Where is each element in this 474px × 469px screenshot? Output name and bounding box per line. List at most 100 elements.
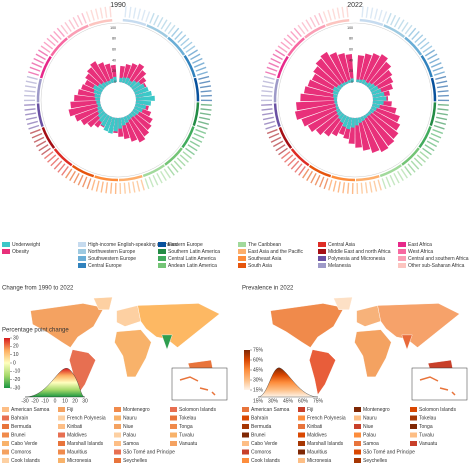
bar (370, 106, 400, 123)
bar (342, 82, 346, 86)
island-swatch (114, 441, 121, 446)
legend-swatch (238, 249, 246, 254)
country-label-line (262, 112, 274, 116)
country-label-line (53, 160, 63, 170)
bar (315, 110, 343, 136)
bar (135, 95, 155, 101)
legend-label: East Asia and the Pacific (248, 249, 304, 255)
scale-tick-label: -10 (13, 369, 20, 375)
radial-tick-label: 80 (349, 37, 353, 41)
region-arc (193, 77, 200, 102)
scale-tick-label: 20 (13, 344, 19, 350)
bar (367, 110, 372, 116)
country-label-line (369, 7, 374, 19)
country-label-line (177, 34, 187, 43)
bar (127, 63, 145, 86)
legend-swatch (238, 263, 246, 268)
legend-label: East Africa (408, 242, 432, 248)
country-label-line (432, 66, 444, 72)
country-region (137, 303, 220, 348)
legend-swatch (318, 263, 326, 268)
island-label: American Samoa (251, 407, 290, 413)
region-arc (273, 103, 281, 127)
country-label-line (167, 24, 176, 35)
region-arc (88, 18, 113, 27)
country-label-line (24, 85, 37, 89)
country-label-line (49, 34, 59, 43)
scale-tick-label: 30% (268, 398, 279, 404)
island-swatch (242, 441, 249, 446)
bar (131, 81, 141, 90)
country-label-line (53, 30, 62, 40)
bar (367, 110, 399, 139)
country-label-line (414, 34, 424, 43)
bar (303, 86, 338, 98)
island-swatch (58, 449, 65, 455)
bar (95, 97, 101, 101)
country-label-line (64, 21, 72, 32)
country-label-line (132, 7, 137, 19)
country-label-line (25, 112, 37, 116)
country-label-line (293, 27, 302, 38)
region-arc (278, 127, 293, 149)
island-swatch (2, 424, 9, 429)
country-label-line (38, 49, 49, 57)
region-arc (41, 127, 56, 149)
island-swatch (114, 449, 121, 455)
island-label: Nauru (123, 415, 137, 421)
region-arc (164, 147, 183, 166)
country-label-line (261, 94, 273, 97)
country-label-line (284, 154, 294, 163)
region-arc (146, 24, 169, 38)
country-label-line (185, 45, 196, 53)
country-label-line (25, 80, 37, 85)
island-swatch (114, 458, 121, 463)
island-label: Fiji (307, 407, 313, 413)
country-label-line (430, 132, 442, 139)
legend-label: Melanesia (328, 263, 351, 269)
country-label-line (199, 80, 211, 85)
island-swatch (298, 449, 305, 455)
region-arc (181, 126, 195, 149)
country-label-line (153, 14, 160, 26)
country-label-line (24, 103, 36, 106)
country-label-line (290, 30, 299, 40)
region-arc (273, 78, 280, 103)
country-label-line (156, 172, 163, 184)
country-label-line (369, 181, 373, 193)
country-label-line (163, 168, 171, 179)
bar (372, 92, 385, 98)
island-label: Vanuatu (419, 441, 437, 447)
island-swatch (242, 449, 249, 455)
country-label-line (148, 176, 154, 188)
legend-label: West Africa (408, 249, 433, 255)
country-label-line (61, 166, 69, 176)
bar (372, 103, 381, 109)
bar (356, 79, 360, 83)
country-label-line (365, 6, 369, 18)
island-label: Palau (363, 432, 376, 438)
island-swatch (354, 441, 361, 446)
bar (345, 54, 354, 83)
country-label-line (261, 103, 273, 106)
country-label-line (26, 75, 38, 80)
country-label-line (424, 144, 435, 152)
bar (364, 81, 369, 86)
island-swatch (410, 407, 417, 412)
island-label: Marshall Islands (67, 441, 104, 447)
country-label-line (190, 53, 201, 61)
island-label: São Tomé and Príncipe (363, 449, 415, 455)
country-label-line (378, 9, 383, 21)
island-swatch (170, 415, 177, 421)
color-scale (4, 338, 10, 388)
country-label-line (270, 136, 282, 143)
bar (339, 83, 344, 88)
bar (97, 83, 105, 90)
country-label-line (305, 19, 313, 30)
distribution (24, 368, 86, 398)
island-label: Micronesia (307, 458, 331, 464)
country-region (30, 303, 105, 348)
country-label-line (419, 151, 429, 160)
bar (365, 113, 395, 147)
